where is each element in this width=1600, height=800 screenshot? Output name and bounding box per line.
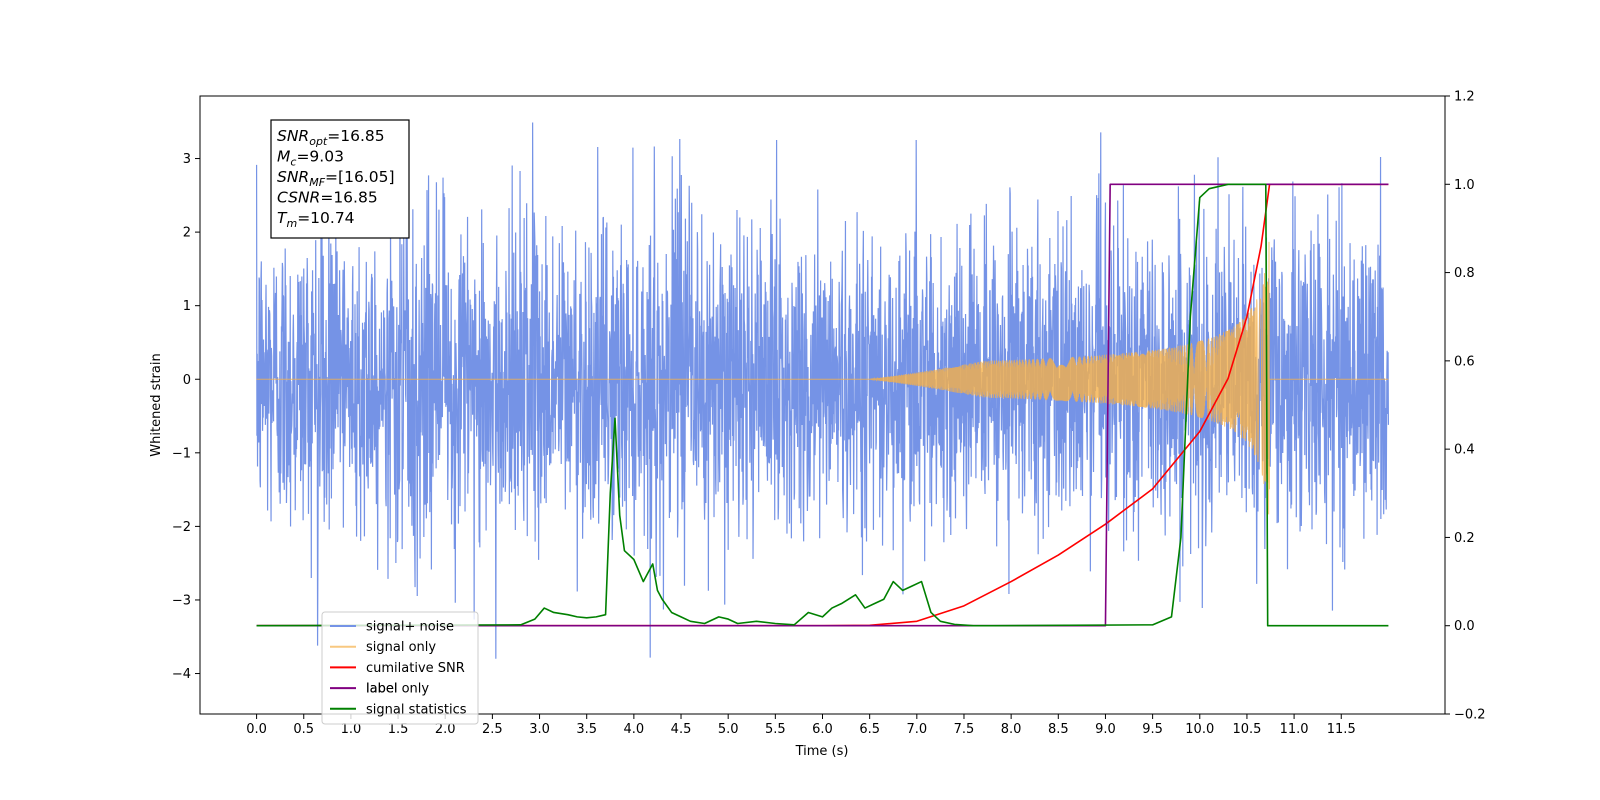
annotation-line: SNRMF=[16.05] [277,168,395,189]
x-tick-label: 11.0 [1280,722,1309,737]
x-tick-label: 7.0 [906,722,927,737]
x-tick-label: 8.0 [1001,722,1022,737]
y-tick-label: 0 [183,373,191,388]
x-tick-label: 1.0 [341,722,362,737]
series-label-line [256,183,1389,627]
axes: 0.0 0.5 1.0 1.5 2.0 2.5 3.0 3.5 4.0 4.5 5.0 5.5 6.0 6… [172,90,1486,738]
x-tick-label: 4.0 [624,722,645,737]
series-signal-only-line [256,241,1389,515]
x-tick-label: 4.5 [671,722,692,737]
y2-tick-label: −0.2 [1454,708,1486,723]
x-tick-label: 0.0 [246,722,267,737]
legend-label: label [366,682,397,697]
y2-tick-label: 0.6 [1454,354,1475,369]
legend-label: cumilative SNR [366,661,465,676]
x-tick-label: 5.0 [718,722,739,737]
legend-frame [321,611,479,725]
x-tick-label: 6.5 [859,722,880,737]
x-tick-label: 6.0 [812,722,833,737]
x-tick-label: 2.5 [482,722,503,737]
annotation-line: Tm=10.74 [277,209,355,230]
x-tick-label: 7.5 [954,722,975,737]
x-tick-label: 1.5 [388,722,409,737]
y2-tick-label: 1.2 [1454,90,1475,105]
x-tick-label: 11.5 [1327,722,1356,737]
annotation-line: SNRopt=16.85 [277,127,385,148]
y2-tick-label: 1.0 [1454,178,1475,193]
x-tick-label: 3.0 [529,722,550,737]
x-tick-label: 10.0 [1185,722,1214,737]
y-tick-label: −1 [172,446,191,461]
x-tick-label: 3.5 [576,722,597,737]
y2-tick-label: 0.4 [1454,443,1475,458]
y-tick-label: 1 [183,299,191,314]
x-tick-label: 9.5 [1142,722,1163,737]
x-tick-label: 8.5 [1048,722,1069,737]
y-axis-label: Whitened strain [149,353,164,456]
x-tick-label: 10.5 [1232,722,1261,737]
y-tick-label: −2 [172,520,191,535]
x-axis-label: Time (s) [795,744,849,759]
annotation-line: Mc=9.03 [277,148,344,169]
legend: label only signal+ noise signal only cumila… [321,611,479,725]
x-tick-label: 0.5 [293,722,314,737]
legend-label: signal statistics [366,702,467,717]
x-tick-label: 9.0 [1095,722,1116,737]
y2-tick-label: 0.2 [1454,531,1475,546]
y-tick-label: 2 [183,226,191,241]
annotation-line: CSNR=16.85 [277,189,378,207]
x-tick-label: 2.0 [435,722,456,737]
legend-label: signal only [366,640,436,655]
annotation-box: SNRopt=16.85Mc=9.03SNRMF=[16.05]CSNR=16.… [270,119,410,239]
plot-area [255,122,1390,659]
y2-tick-label: 0.8 [1454,266,1475,281]
series-signal-statistics-line [256,183,1389,627]
y2-tick-label: 0.0 [1454,619,1475,634]
legend-label-label-only: label only [366,682,429,697]
y-tick-label: −4 [172,667,191,682]
y-tick-label: 3 [183,152,191,167]
y-tick-label: −3 [172,593,191,608]
x-tick-label: 5.5 [765,722,786,737]
legend-label: signal+ noise [366,620,454,635]
annotation-frame [270,119,410,239]
